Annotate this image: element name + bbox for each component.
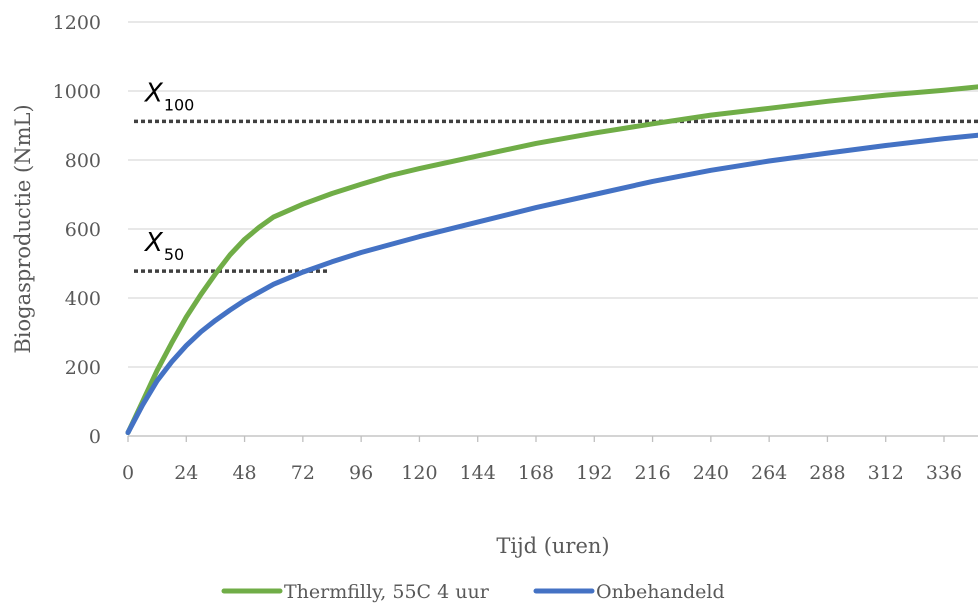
series-line-1 xyxy=(125,84,978,436)
annotation-label-x50: X50 xyxy=(143,228,184,264)
x-tick-label-312: 312 xyxy=(868,462,904,484)
x-tick-label-336: 336 xyxy=(926,462,962,484)
y-tick-label-800: 800 xyxy=(65,150,101,172)
x-tick-label-240: 240 xyxy=(693,462,729,484)
y-tick-label-400: 400 xyxy=(65,288,101,310)
series-lines xyxy=(125,84,978,436)
y-tick-label-1200: 1200 xyxy=(53,12,101,34)
annotation-label-x100: X100 xyxy=(143,78,194,114)
x-tick-label-0: 0 xyxy=(122,462,134,484)
y-axis-ticks: 0 200 400 600 800 1000 1200 xyxy=(53,12,101,448)
y-tick-label-0: 0 xyxy=(89,426,101,448)
y-tick-label-600: 600 xyxy=(65,219,101,241)
legend: Thermfilly, 55C 4 uur Onbehandeld xyxy=(221,581,725,603)
legend-label-1: Thermfilly, 55C 4 uur xyxy=(284,581,490,603)
x-tick-label-144: 144 xyxy=(460,462,496,484)
x-tick-label-72: 72 xyxy=(291,462,315,484)
x-axis-title: Tijd (uren) xyxy=(496,534,609,558)
x-tick-label-96: 96 xyxy=(349,462,373,484)
x-tick-label-168: 168 xyxy=(518,462,554,484)
x-tick-label-24: 24 xyxy=(174,462,198,484)
y-axis-title: Biogasproductie (NmL) xyxy=(11,104,35,353)
x-tick-label-288: 288 xyxy=(809,462,845,484)
legend-label-2: Onbehandeld xyxy=(596,581,725,603)
x-axis-ticks: 0 24 48 72 96 120 144 168 192 216 240 264 288 312 336 xyxy=(122,462,962,484)
y-tick-label-1000: 1000 xyxy=(53,81,101,103)
x-tick-label-120: 120 xyxy=(401,462,437,484)
x-tick-label-192: 192 xyxy=(576,462,612,484)
threshold-annotations: X100 X50 xyxy=(134,78,978,273)
gridlines xyxy=(127,21,978,442)
x-tick-label-48: 48 xyxy=(232,462,256,484)
y-tick-label-200: 200 xyxy=(65,357,101,379)
series-line-2 xyxy=(125,132,978,436)
x-tick-label-264: 264 xyxy=(751,462,787,484)
x-tick-label-216: 216 xyxy=(634,462,670,484)
